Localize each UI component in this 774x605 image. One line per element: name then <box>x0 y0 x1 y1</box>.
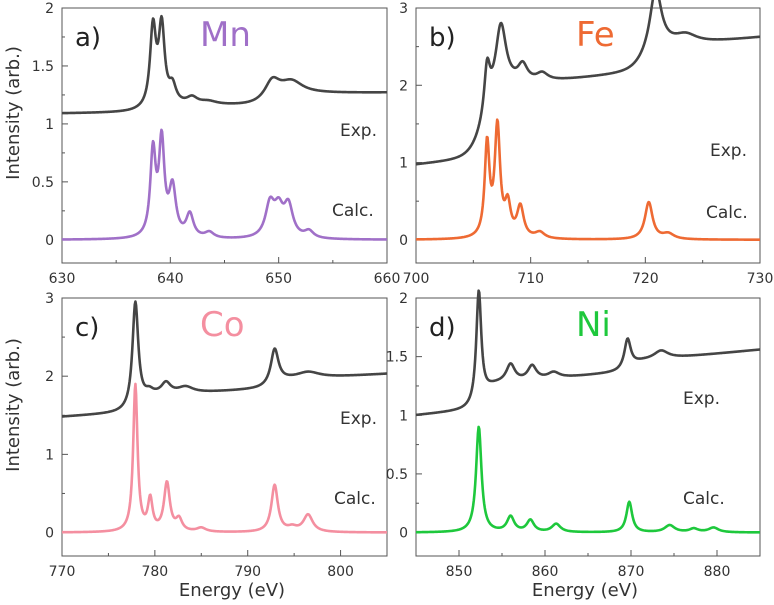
panel-b-xtick-label: 710 <box>517 271 544 287</box>
panel-a-ytick-label: 1 <box>45 117 54 133</box>
panel-d-ytick-label: 1 <box>399 408 408 424</box>
panel-a-xtick-label: 650 <box>265 271 292 287</box>
panel-c-ytick-label: 2 <box>45 369 54 385</box>
x-axis-title-right: Energy (eV) <box>532 580 638 601</box>
panel-b-element-title: Fe <box>576 15 615 55</box>
panel-a-xtick-label: 640 <box>157 271 184 287</box>
panel-c-ytick-label: 0 <box>45 526 54 542</box>
panel-b-calc-line <box>415 118 761 241</box>
panel-a-calc-label: Calc. <box>332 201 374 221</box>
panel-d-letter: d) <box>429 313 456 343</box>
panel-d-ytick-label: 0.5 <box>386 467 408 483</box>
panel-c-xtick-label: 790 <box>234 564 261 580</box>
panel-b-exp-label: Exp. <box>710 141 747 161</box>
panel-b-letter: b) <box>429 23 456 53</box>
panel-d-element-title: Ni <box>576 305 611 345</box>
panel-d-exp-line <box>415 289 761 417</box>
panel-c-calc-line <box>61 382 388 534</box>
panel-b-exp-line <box>415 0 761 166</box>
panel-d-xtick-label: 870 <box>618 564 645 580</box>
panel-b-ytick-label: 2 <box>399 78 408 94</box>
panel-c-element-title: Co <box>200 305 245 345</box>
y-axis-title-bottom: Intensity (arb.) <box>3 338 24 472</box>
panel-b-xtick-label: 720 <box>632 271 659 287</box>
panel-c-xtick-label: 780 <box>141 564 168 580</box>
panel-d-exp-label: Exp. <box>683 389 720 409</box>
panel-a-ytick-label: 0 <box>45 233 54 249</box>
panel-c-calc-label: Calc. <box>334 489 376 509</box>
panel-a-ytick-label: 2 <box>45 1 54 17</box>
panel-a-xtick-label: 660 <box>374 271 401 287</box>
panel-a-exp-line <box>61 14 388 115</box>
panel-c-ytick-label: 3 <box>45 291 54 307</box>
panel-d-calc-line <box>415 425 761 534</box>
panel-d-xtick-label: 850 <box>446 564 473 580</box>
panel-d-ytick-label: 0 <box>399 526 408 542</box>
panel-b-calc-label: Calc. <box>706 203 748 223</box>
panel-b-xtick-label: 730 <box>747 271 774 287</box>
panel-d-xtick-label: 860 <box>532 564 559 580</box>
panel-a-letter: a) <box>75 23 101 53</box>
panel-a-calc-line <box>61 128 388 241</box>
panel-a-ytick-label: 1.5 <box>32 59 54 75</box>
panel-a-exp-label: Exp. <box>340 121 377 141</box>
panel-c-ytick-label: 1 <box>45 447 54 463</box>
panel-a-element-title: Mn <box>200 15 251 55</box>
panel-c-exp-label: Exp. <box>340 409 377 429</box>
panel-b-ytick-label: 3 <box>399 1 408 17</box>
panel-a-ytick-label: 0.5 <box>32 175 54 191</box>
panel-c-frame <box>61 297 388 557</box>
panel-a-xtick-label: 630 <box>49 271 76 287</box>
panel-c-letter: c) <box>75 313 99 343</box>
panel-c-xtick-label: 800 <box>327 564 354 580</box>
panel-c-xtick-label: 770 <box>49 564 76 580</box>
panel-b-ytick-label: 0 <box>399 233 408 249</box>
panel-c-exp-line <box>61 300 388 418</box>
x-axis-title-left: Energy (eV) <box>179 580 285 601</box>
panel-d-calc-label: Calc. <box>683 489 725 509</box>
panel-b-xtick-label: 700 <box>403 271 430 287</box>
panel-b-ytick-label: 1 <box>399 156 408 172</box>
panel-d-ytick-label: 2 <box>399 291 408 307</box>
y-axis-title-top: Intensity (arb.) <box>3 46 24 180</box>
panel-d-ytick-label: 1.5 <box>386 350 408 366</box>
panel-d-xtick-label: 880 <box>704 564 731 580</box>
